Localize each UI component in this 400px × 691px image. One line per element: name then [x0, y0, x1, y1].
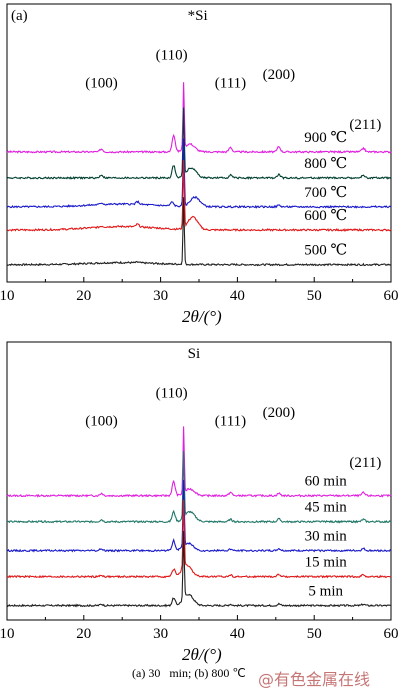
- x-axis-ticks-a: 10 20 30 40 50 60: [0, 277, 399, 304]
- series-labels-b: 60 min 45 min 30 min 15 min 5 min: [305, 474, 348, 600]
- series-line-a-3: [6, 159, 392, 232]
- chart-panel-b: (100) (110) (111) (200) (211) Si 60 min 45 min…: [0, 341, 399, 664]
- x-tick-label-a-30: 30: [153, 288, 168, 304]
- series-line-b-2: [6, 479, 392, 553]
- series-line-a-2: [6, 138, 392, 209]
- peak-label-b-100: (100): [85, 413, 118, 429]
- series-label-a-3: 600 ℃: [304, 208, 347, 224]
- peak-labels-a: (100) (110) (111) (200) (211) *Si: [85, 8, 381, 133]
- x-axis-title-b: 2θ/(°): [182, 645, 222, 664]
- peak-label-b-200: (200): [263, 405, 296, 421]
- series-labels-a: 900 ℃ 800 ℃ 700 ℃ 600 ℃ 500 ℃: [304, 130, 347, 259]
- x-tick-label-a-40: 40: [230, 288, 245, 304]
- peak-label-b-211: (211): [349, 455, 381, 471]
- peak-label-a-211: (211): [349, 117, 381, 133]
- x-tick-label-b-30: 30: [153, 626, 168, 642]
- chart-panel-a: (a) (100) (110) (111) (200) (211) *Si 900 ℃ 80…: [0, 3, 399, 326]
- series-label-a-1: 800 ℃: [304, 156, 347, 172]
- figure-caption: (a) 30 min; (b) 800 ℃: [132, 666, 246, 680]
- series-label-b-3: 15 min: [305, 555, 348, 571]
- peak-label-a-si: *Si: [188, 8, 208, 24]
- series-label-b-1: 45 min: [305, 500, 348, 516]
- peak-label-a-111: (111): [215, 75, 246, 91]
- peak-label-b-si: Si: [188, 346, 201, 362]
- series-line-b-1: [6, 450, 392, 524]
- peak-label-a-110: (110): [156, 48, 188, 64]
- series-line-a-1: [6, 107, 392, 180]
- x-tick-label-a-20: 20: [76, 288, 91, 304]
- x-tick-label-a-10: 10: [0, 288, 15, 304]
- series-label-b-4: 5 min: [308, 584, 343, 600]
- x-tick-label-a-50: 50: [307, 288, 322, 304]
- series-line-a-4: [6, 197, 392, 267]
- x-tick-label-b-10: 10: [0, 626, 15, 642]
- series-label-a-2: 700 ℃: [304, 185, 347, 201]
- series-line-b-4: [6, 530, 392, 608]
- series-label-a-0: 900 ℃: [304, 130, 347, 146]
- x-tick-label-b-60: 60: [384, 626, 399, 642]
- series-line-b-0: [6, 426, 392, 498]
- peak-label-a-100: (100): [85, 75, 118, 91]
- peak-label-b-111: (111): [215, 413, 246, 429]
- series-line-b-3: [6, 499, 392, 579]
- x-tick-label-b-40: 40: [230, 626, 245, 642]
- series-group-a: [6, 82, 392, 267]
- watermark: @有色金属在线: [258, 670, 371, 689]
- x-axis-title-a: 2θ/(°): [182, 307, 222, 326]
- series-label-a-4: 500 ℃: [304, 243, 347, 259]
- series-label-b-2: 30 min: [305, 529, 348, 545]
- x-tick-label-b-50: 50: [307, 626, 322, 642]
- peak-label-b-110: (110): [156, 386, 188, 402]
- peak-labels-b: (100) (110) (111) (200) (211) Si: [85, 346, 381, 471]
- x-tick-label-b-20: 20: [76, 626, 91, 642]
- x-axis-ticks-b: 10 20 30 40 50 60: [0, 615, 399, 642]
- series-line-a-0: [6, 82, 392, 154]
- x-tick-label-a-60: 60: [384, 288, 399, 304]
- series-label-b-0: 60 min: [305, 474, 348, 490]
- panel-letter-a: (a): [11, 8, 28, 24]
- peak-label-a-200: (200): [263, 67, 296, 83]
- series-group-b: [6, 426, 392, 608]
